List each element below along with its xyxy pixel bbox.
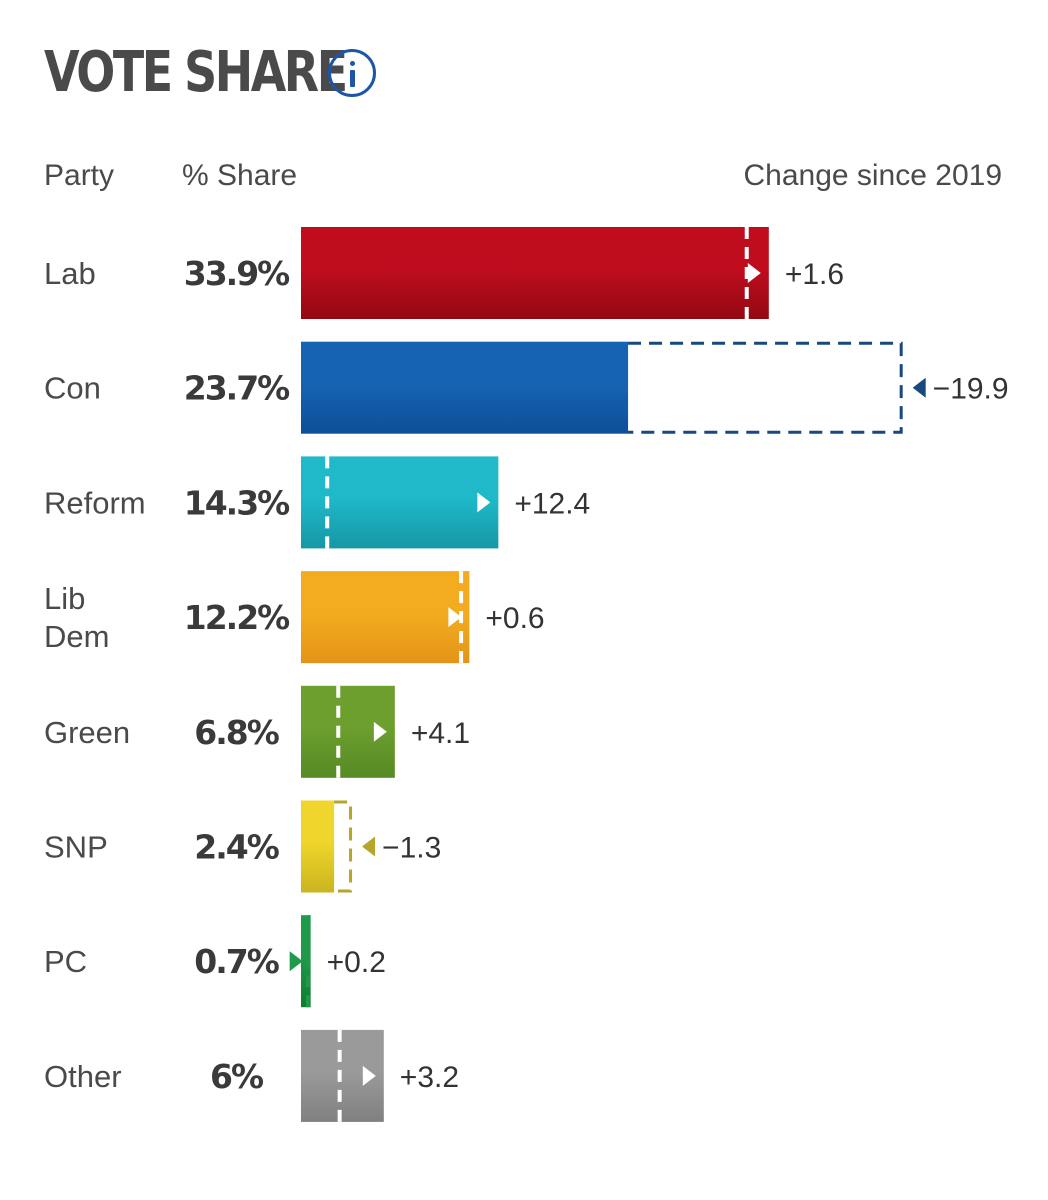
share-label: 14.3% — [184, 483, 290, 522]
change-label: +4.1 — [411, 717, 470, 750]
share-label: 12.2% — [184, 598, 290, 637]
increase-arrow-icon — [289, 951, 303, 972]
share-label: 23.7% — [184, 369, 290, 408]
increase-arrow-icon — [747, 263, 761, 283]
change-label: +0.2 — [327, 946, 386, 979]
page-title: VOTE SHARE — [44, 40, 348, 105]
share-label: 6% — [210, 1057, 264, 1096]
change-label: +1.6 — [785, 258, 844, 291]
party-label: Lib Dem — [44, 581, 109, 654]
column-header-party: Party — [44, 159, 115, 192]
increase-arrow-icon — [373, 721, 387, 742]
increase-arrow-icon — [477, 492, 491, 513]
share-label: 0.7% — [194, 942, 279, 981]
increase-arrow-icon — [448, 607, 462, 628]
bar-lib-dem — [301, 571, 470, 664]
column-header-change: Change since 2019 — [743, 159, 1002, 192]
info-icon-dot — [350, 61, 355, 66]
share-label: 33.9% — [184, 254, 290, 293]
party-label: PC — [44, 944, 87, 979]
bar-lab — [301, 227, 769, 319]
change-label: +3.2 — [400, 1061, 459, 1094]
decrease-arrow-icon — [912, 377, 926, 398]
bar-reform — [301, 456, 499, 549]
info-icon[interactable] — [328, 49, 376, 97]
party-label: Con — [44, 371, 101, 406]
change-label: −1.3 — [382, 832, 441, 865]
previous-2019-outline — [628, 341, 903, 434]
share-label: 2.4% — [194, 828, 279, 867]
party-label: Lab — [44, 256, 96, 291]
party-label: Reform — [44, 485, 146, 520]
change-label: +0.6 — [485, 602, 544, 635]
party-label: Green — [44, 715, 130, 750]
party-label: SNP — [44, 830, 108, 865]
bar-snp — [301, 800, 335, 893]
bar-con — [301, 341, 629, 434]
info-icon-stem — [350, 70, 355, 87]
change-label: −19.9 — [933, 373, 1009, 406]
column-header-share: % Share — [182, 159, 298, 192]
party-label: Other — [44, 1059, 122, 1094]
change-label: +12.4 — [514, 487, 590, 520]
increase-arrow-icon — [362, 1065, 376, 1086]
previous-2019-outline — [334, 800, 353, 893]
share-label: 6.8% — [194, 713, 279, 752]
decrease-arrow-icon — [362, 836, 376, 857]
bar-pc — [301, 915, 311, 1008]
